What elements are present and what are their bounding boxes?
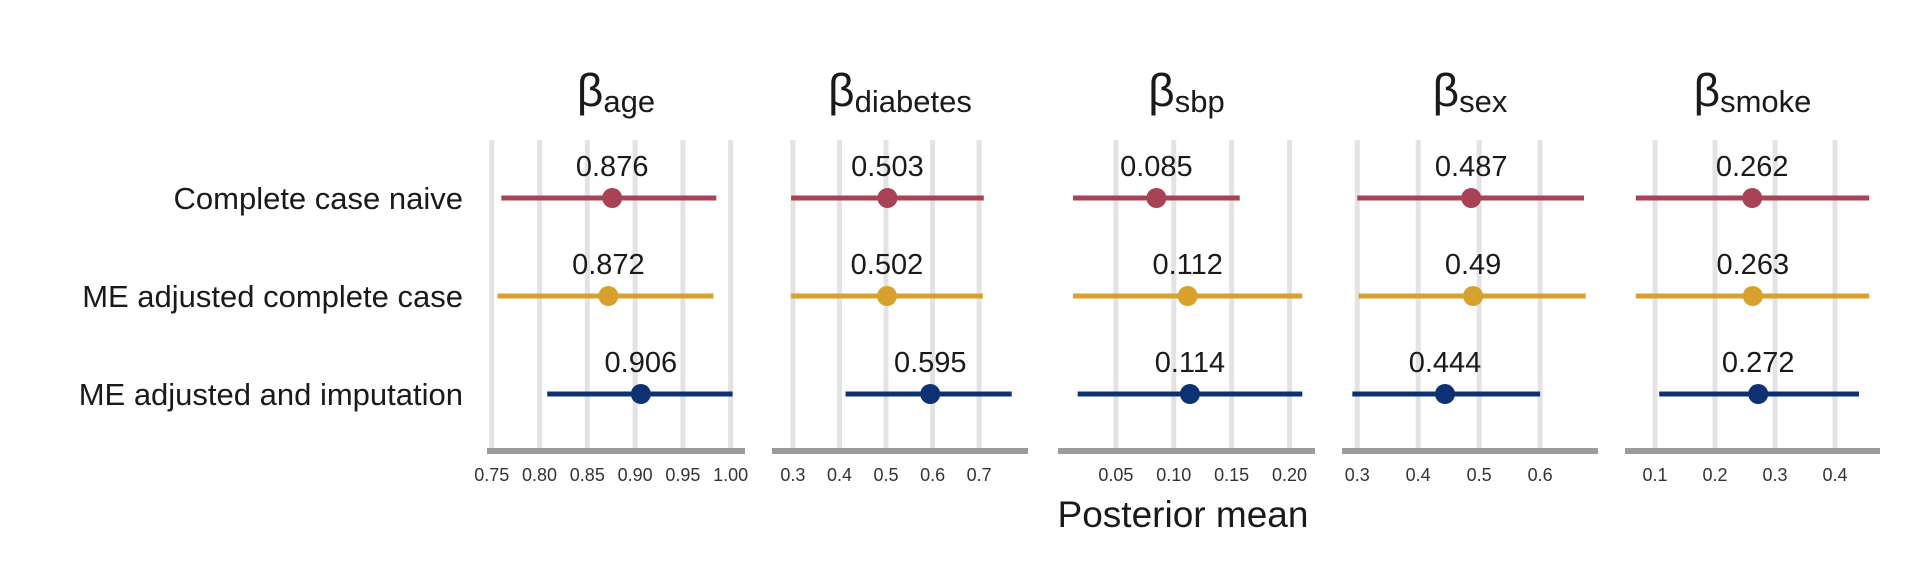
value-label: 0.595: [894, 347, 967, 379]
value-label: 0.872: [572, 249, 645, 281]
point-estimate: [1146, 188, 1167, 208]
panel-title-subscript: sex: [1459, 84, 1508, 119]
tick-label: 0.3: [1762, 465, 1787, 485]
tick-label: 0.80: [522, 465, 557, 485]
tick-label: 0.4: [827, 465, 852, 485]
value-label: 0.114: [1155, 347, 1225, 379]
panel-title-subscript: smoke: [1720, 84, 1811, 119]
row-label: ME adjusted complete case: [82, 279, 463, 314]
panel-title-symbol: β: [1148, 64, 1174, 116]
value-label: 0.502: [851, 249, 924, 281]
value-label: 0.906: [605, 347, 678, 379]
tick-label: 0.4: [1822, 465, 1847, 485]
point-estimate: [602, 188, 623, 208]
tick-label: 0.5: [874, 465, 899, 485]
tick-label: 0.3: [780, 465, 805, 485]
row-label: ME adjusted and imputation: [79, 377, 463, 412]
tick-label: 0.4: [1406, 465, 1431, 485]
value-label: 0.503: [851, 151, 924, 183]
value-label: 0.112: [1152, 249, 1222, 281]
tick-label: 0.95: [665, 465, 700, 485]
value-label: 0.444: [1409, 347, 1482, 379]
value-label: 0.262: [1716, 151, 1789, 183]
tick-label: 0.5: [1467, 465, 1492, 485]
panel-title-symbol: β: [577, 64, 603, 116]
point-estimate: [1742, 188, 1763, 208]
row-label: Complete case naive: [174, 181, 464, 216]
tick-label: 1.00: [713, 465, 748, 485]
tick-label: 0.1: [1642, 465, 1667, 485]
point-estimate: [1742, 286, 1763, 306]
panel-title: βdiabetes: [828, 64, 972, 119]
tick-label: 0.05: [1098, 465, 1133, 485]
panel-title: βsmoke: [1694, 64, 1812, 119]
tick-label: 0.75: [474, 465, 509, 485]
x-axis-title: Posterior mean: [1058, 494, 1309, 535]
value-label: 0.085: [1120, 151, 1193, 183]
point-estimate: [876, 286, 897, 306]
panel-title-symbol: β: [1694, 64, 1720, 116]
tick-label: 0.6: [1528, 465, 1553, 485]
point-estimate: [877, 188, 898, 208]
tick-label: 0.3: [1345, 465, 1370, 485]
point-estimate: [1461, 188, 1482, 208]
point-estimate: [920, 384, 941, 404]
panel-title-subscript: age: [603, 84, 655, 119]
value-label: 0.487: [1435, 151, 1508, 183]
tick-label: 0.20: [1272, 465, 1307, 485]
panel-title: βsbp: [1148, 64, 1224, 119]
panel-title: βsex: [1433, 64, 1508, 119]
panel-title-subscript: sbp: [1175, 84, 1225, 119]
point-estimate: [1463, 286, 1484, 306]
panel-title-symbol: β: [828, 64, 854, 116]
point-estimate: [1177, 286, 1198, 306]
point-estimate: [630, 384, 651, 404]
tick-label: 0.15: [1214, 465, 1249, 485]
tick-label: 0.2: [1702, 465, 1727, 485]
value-label: 0.272: [1722, 347, 1795, 379]
value-label: 0.49: [1445, 249, 1501, 281]
point-estimate: [1435, 384, 1456, 404]
point-estimate: [1179, 384, 1200, 404]
value-label: 0.263: [1717, 249, 1790, 281]
tick-label: 0.7: [967, 465, 992, 485]
point-estimate: [1748, 384, 1769, 404]
panel-title-symbol: β: [1433, 64, 1459, 116]
tick-label: 0.6: [920, 465, 945, 485]
tick-label: 0.90: [618, 465, 653, 485]
value-label: 0.876: [576, 151, 649, 183]
point-estimate: [598, 286, 619, 306]
tick-label: 0.85: [570, 465, 605, 485]
panel-title: βage: [577, 64, 655, 119]
panel-title-subscript: diabetes: [855, 84, 972, 119]
tick-label: 0.10: [1156, 465, 1191, 485]
